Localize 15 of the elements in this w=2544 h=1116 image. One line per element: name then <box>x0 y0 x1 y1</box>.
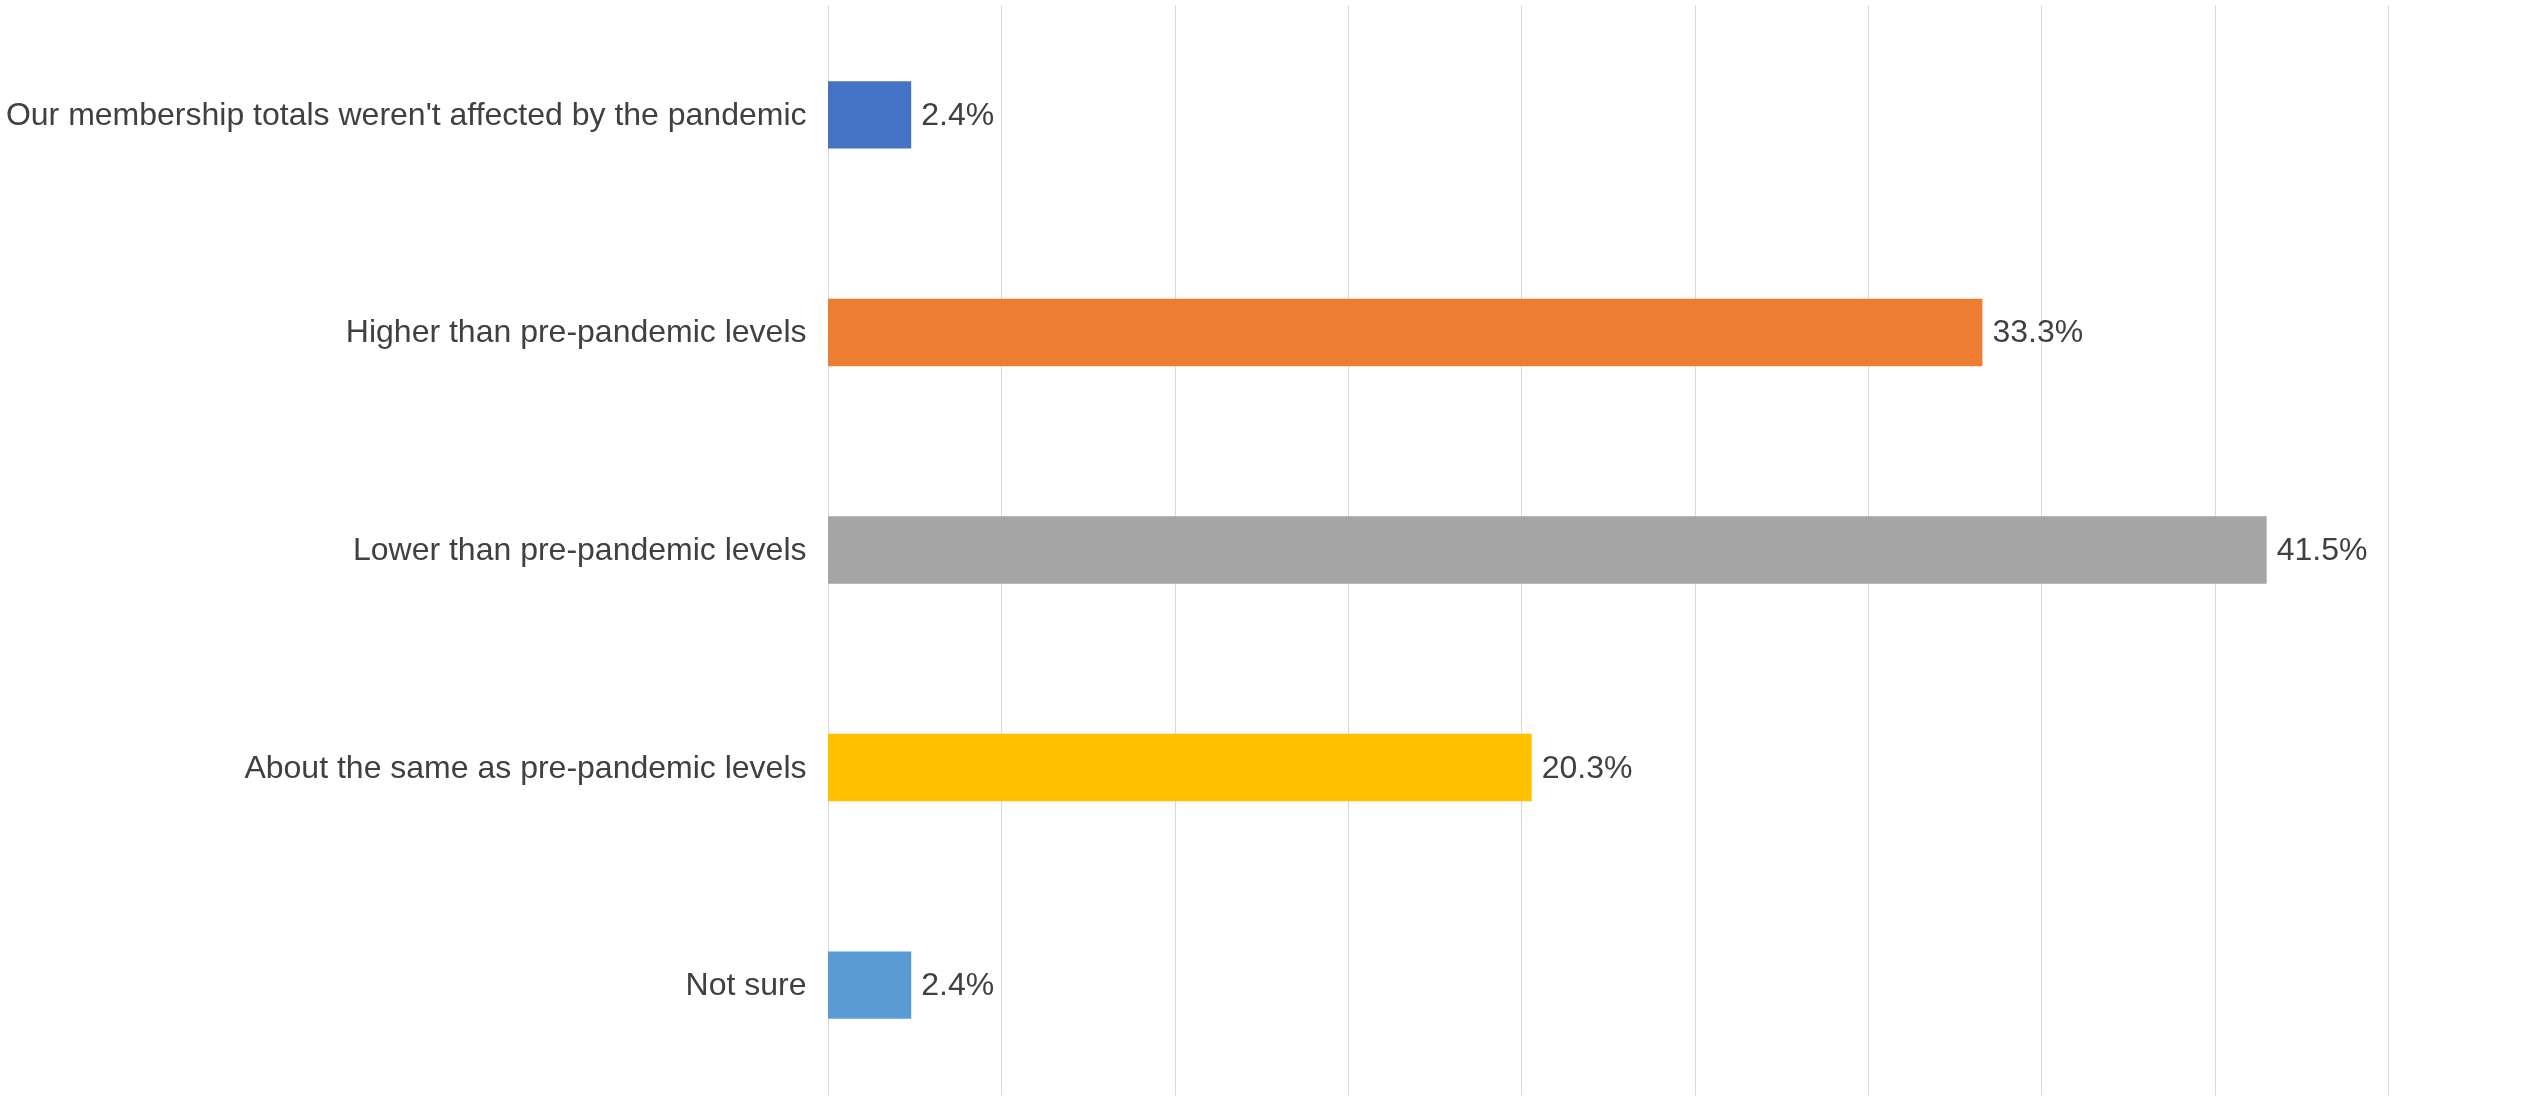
y-tick-label: Our membership totals weren't affected by the pandemic <box>5 95 807 132</box>
data-label: 2.4% <box>921 95 995 132</box>
data-label: 33.3% <box>1992 313 2084 350</box>
data-label: 20.3% <box>1541 748 1633 785</box>
y-tick-label: Higher than pre-pandemic levels <box>345 313 807 350</box>
y-tick-label: About the same as pre-pandemic levels <box>244 748 807 785</box>
bar <box>828 733 1532 802</box>
y-tick-label: Lower than pre-pandemic levels <box>352 531 807 567</box>
bar <box>828 298 1983 367</box>
bar <box>828 951 912 1019</box>
y-tick-label: Not sure <box>685 966 807 1003</box>
bar <box>828 516 2267 584</box>
bar <box>828 81 912 149</box>
data-label: 41.5% <box>2276 531 2368 567</box>
data-label: 2.4% <box>921 966 995 1003</box>
